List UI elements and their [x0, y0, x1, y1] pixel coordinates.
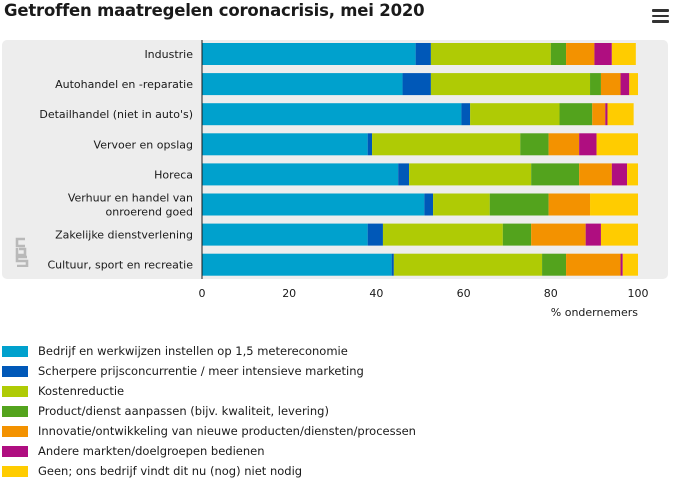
bar-segment[interactable]	[611, 163, 628, 186]
bar-segment[interactable]	[202, 133, 368, 156]
bar-segment[interactable]	[600, 73, 621, 96]
bar-segment[interactable]	[592, 103, 606, 126]
legend-label: Geen; ons bedrijf vindt dit nu (nog) nie…	[38, 464, 303, 478]
bar-segment[interactable]	[415, 43, 431, 65]
x-tick-label: 40	[369, 287, 383, 300]
x-tick-label: 20	[282, 287, 296, 300]
category-label: Detailhandel (niet in auto's)	[39, 108, 193, 121]
x-tick-label: 60	[457, 287, 471, 300]
x-tick-label: 100	[628, 287, 649, 300]
bar-segment[interactable]	[629, 73, 638, 96]
category-labels: Industrie Autohandel en -reparatie Detailh…	[39, 48, 193, 272]
menu-icon[interactable]	[652, 9, 669, 23]
x-tick-label: 80	[544, 287, 558, 300]
bar-segment[interactable]	[548, 133, 580, 156]
bar-segment[interactable]	[579, 133, 597, 156]
legend-label: Scherpere prijsconcurrentie / meer inten…	[38, 364, 364, 378]
category-label: Cultuur, sport en recreatie	[47, 259, 193, 272]
bar-segment[interactable]	[559, 103, 593, 126]
bar-segment[interactable]	[531, 223, 586, 246]
bar-segment[interactable]	[202, 73, 403, 96]
bar-segment[interactable]	[594, 43, 612, 65]
category-label: Zakelijke dienstverlening	[55, 229, 193, 242]
bar-chart: Industrie Autohandel en -reparatie Detailh…	[2, 40, 668, 319]
bar-segment[interactable]	[620, 253, 623, 276]
bar-segment[interactable]	[424, 193, 434, 216]
bar-segment[interactable]	[430, 43, 551, 65]
bar-segment[interactable]	[470, 103, 560, 126]
bar-segment[interactable]	[566, 43, 595, 65]
bar-segment[interactable]	[202, 223, 368, 246]
bar-segment[interactable]	[398, 163, 410, 186]
bar-segment[interactable]	[202, 253, 392, 276]
bar-group	[202, 43, 638, 276]
bar-segment[interactable]	[391, 253, 394, 276]
legend-swatch	[2, 406, 28, 417]
bar-segment[interactable]	[605, 103, 608, 126]
bar-segment[interactable]	[402, 73, 431, 96]
menu-icon-line	[652, 20, 669, 23]
bar-segment[interactable]	[531, 163, 580, 186]
bar-segment[interactable]	[600, 223, 638, 246]
legend-label: Bedrijf en werkwijzen instellen op 1,5 m…	[38, 344, 348, 358]
x-tick-labels: 0 20 40 60 80 100	[199, 287, 649, 300]
bar-segment[interactable]	[542, 253, 567, 276]
category-label: Horeca	[154, 168, 193, 181]
bar-segment[interactable]	[596, 133, 638, 156]
category-label: Autohandel en -reparatie	[55, 78, 193, 91]
chart-panel	[2, 40, 668, 279]
menu-icon-line	[652, 14, 669, 17]
legend-label: Andere markten/doelgroepen bedienen	[38, 444, 265, 458]
bar-segment[interactable]	[579, 163, 612, 186]
legend-swatch	[2, 366, 28, 377]
bar-segment[interactable]	[566, 253, 621, 276]
legend-label: Product/dienst aanpassen (bijv. kwalitei…	[38, 404, 329, 418]
legend-swatch	[2, 346, 28, 357]
category-label: Industrie	[144, 48, 193, 61]
bar-segment[interactable]	[550, 43, 567, 65]
cbs-logo-icon	[13, 237, 33, 268]
bar-segment[interactable]	[409, 163, 532, 186]
bar-segment[interactable]	[520, 133, 549, 156]
bar-segment[interactable]	[585, 223, 601, 246]
bar-segment[interactable]	[622, 253, 638, 276]
bar-segment[interactable]	[433, 193, 490, 216]
category-label: Vervoer en opslag	[94, 138, 193, 151]
bar-segment[interactable]	[430, 73, 591, 96]
legend-swatch	[2, 386, 28, 397]
bar-segment[interactable]	[367, 223, 383, 246]
legend-swatch	[2, 466, 28, 477]
bar-segment[interactable]	[367, 133, 373, 156]
bar-segment[interactable]	[590, 73, 601, 96]
bar-segment[interactable]	[607, 103, 634, 126]
bar-segment[interactable]	[393, 253, 543, 276]
bar-segment[interactable]	[489, 193, 549, 216]
bar-segment[interactable]	[382, 223, 503, 246]
menu-icon-line	[652, 9, 669, 12]
bar-segment[interactable]	[627, 163, 638, 186]
bar-segment[interactable]	[202, 193, 425, 216]
bar-segment[interactable]	[461, 103, 471, 126]
chart-title: Getroffen maatregelen coronacrisis, mei …	[4, 1, 425, 20]
category-label: Verhuur en handel van onroerend goed	[68, 192, 193, 219]
bar-segment[interactable]	[620, 73, 630, 96]
bar-segment[interactable]	[502, 223, 532, 246]
bar-segment[interactable]	[590, 193, 638, 216]
bar-segment[interactable]	[372, 133, 521, 156]
legend-swatch	[2, 446, 28, 457]
legend-label: Innovatie/ontwikkeling van nieuwe produc…	[38, 424, 416, 438]
bar-segment[interactable]	[202, 163, 399, 186]
bar-segment[interactable]	[611, 43, 636, 65]
x-tick-label: 0	[199, 287, 206, 300]
bar-segment[interactable]	[202, 43, 416, 65]
bar-segment[interactable]	[202, 103, 462, 126]
legend-swatch	[2, 426, 28, 437]
legend-label: Kostenreductie	[38, 384, 125, 398]
x-axis-label: % ondernemers	[551, 306, 638, 319]
bar-segment[interactable]	[548, 193, 591, 216]
